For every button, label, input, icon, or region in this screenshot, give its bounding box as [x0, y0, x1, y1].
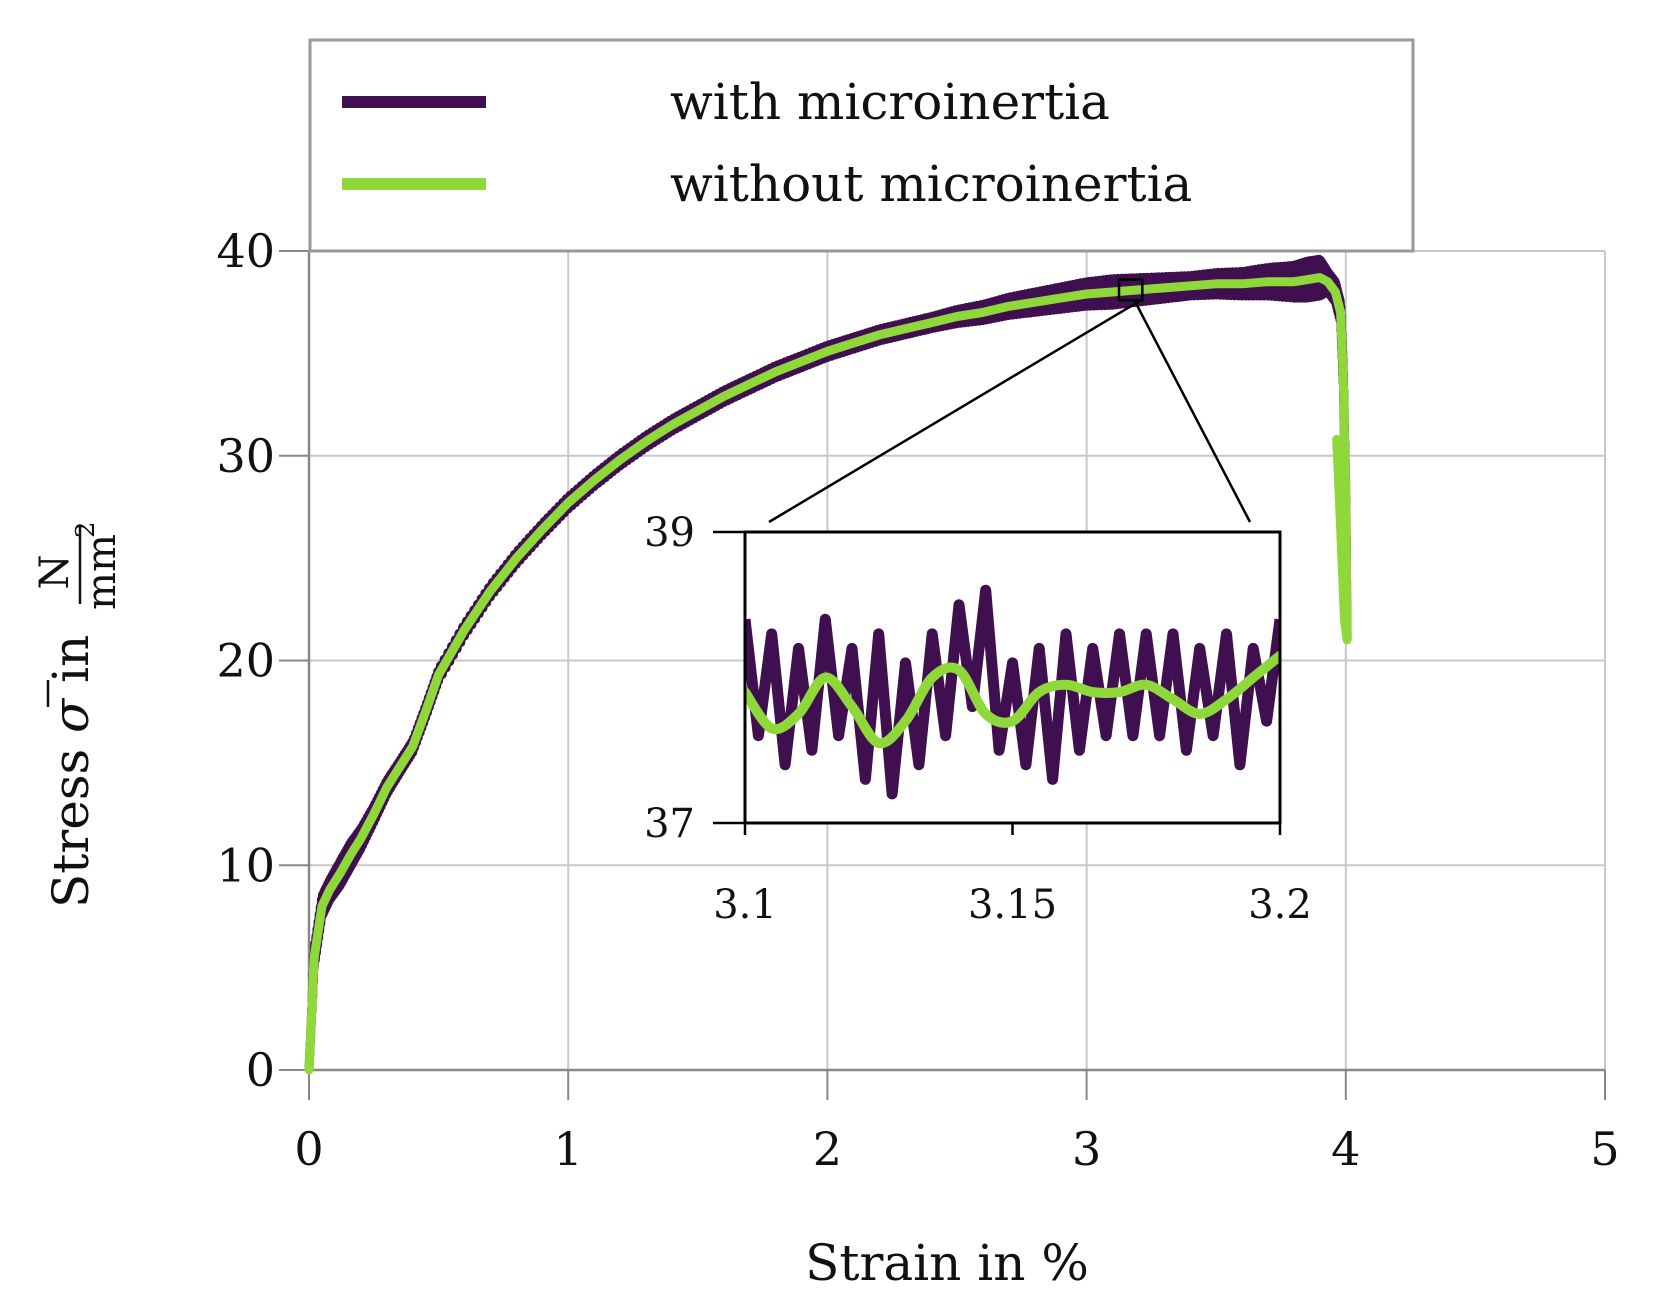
x-tick-label-3: 3	[1072, 1122, 1101, 1176]
zoom-connector-left	[768, 299, 1142, 524]
y-tick-label-30: 30	[216, 429, 275, 483]
unit-denominator: mm	[79, 534, 125, 610]
zoom-indicator	[768, 278, 1252, 524]
series-without-microinertia	[304, 273, 1352, 1075]
inset-series	[745, 584, 1280, 800]
legend: with microinertia without microinertia	[308, 38, 1415, 253]
x-tick-label-1: 1	[554, 1122, 583, 1176]
zoom-box	[1117, 278, 1144, 302]
x-tick-label-2: 2	[813, 1122, 842, 1176]
unit-numerator: N	[32, 555, 78, 590]
y-axis-in: in	[42, 635, 100, 699]
legend-label-1: with microinertia	[670, 73, 1110, 131]
inset-x-tick-label-3.2: 3.2	[1248, 882, 1312, 928]
x-axis-title: Strain in %	[805, 1234, 1089, 1292]
y-tick-label-20: 20	[216, 634, 275, 688]
y-tick-label-40: 40	[216, 224, 275, 278]
y-tick-label-0: 0	[246, 1043, 275, 1097]
inset-x-tick-label-3.15: 3.15	[968, 882, 1057, 928]
y-tick-label-10: 10	[216, 838, 275, 892]
y-axis-prefix: Stress	[42, 733, 100, 908]
inset-series-without-microinertia	[745, 650, 1280, 749]
x-tick-label-4: 4	[1331, 1122, 1360, 1176]
x-tick-label-5: 5	[1590, 1122, 1619, 1176]
inset-x-tick-label-3.1: 3.1	[713, 882, 777, 928]
inset-y-tick-label-37: 37	[644, 801, 695, 847]
inset-plot: 3.1 3.15 3.2 37 39	[644, 510, 1312, 928]
y-axis-symbol: σ	[42, 697, 100, 733]
legend-label-2: without microinertia	[670, 155, 1192, 213]
inset-y-tick-label-39: 39	[644, 510, 695, 556]
legend-box	[308, 38, 1415, 253]
unit-exponent: 2	[71, 521, 101, 538]
y-axis-title-text: Stress σ in	[42, 635, 100, 908]
series-lines	[304, 254, 1352, 1075]
zoom-connector-right	[1133, 299, 1252, 523]
axes	[279, 250, 1606, 1100]
x-tick-label-0: 0	[294, 1122, 323, 1176]
